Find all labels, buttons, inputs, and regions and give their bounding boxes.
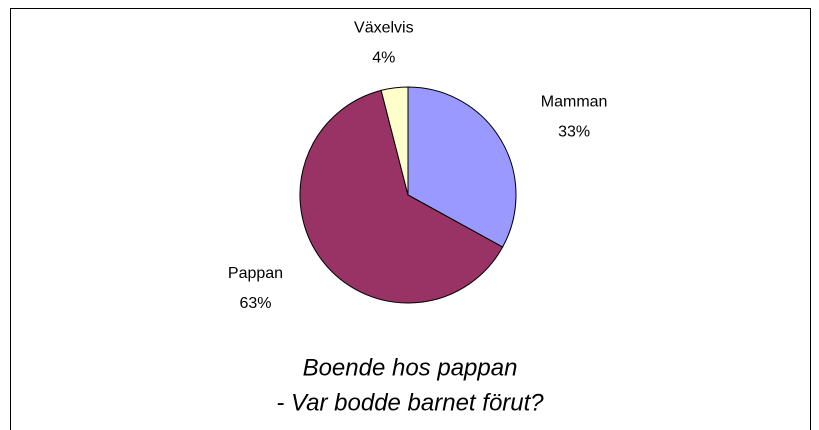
chart-title: Boende hos pappan — [303, 354, 518, 381]
slice-label: Växelvis — [354, 19, 414, 36]
slice-value-label: 63% — [239, 295, 271, 312]
pie-slice — [407, 86, 517, 248]
pie-slice — [380, 86, 409, 196]
slice-value-label: 4% — [372, 49, 395, 66]
slice-value-label: 33% — [558, 123, 590, 140]
slice-label: Pappan — [228, 265, 283, 282]
pie-slice — [299, 89, 504, 304]
slice-label: Mamman — [541, 93, 608, 110]
chart-title: - Var bodde barnet förut? — [276, 389, 544, 416]
